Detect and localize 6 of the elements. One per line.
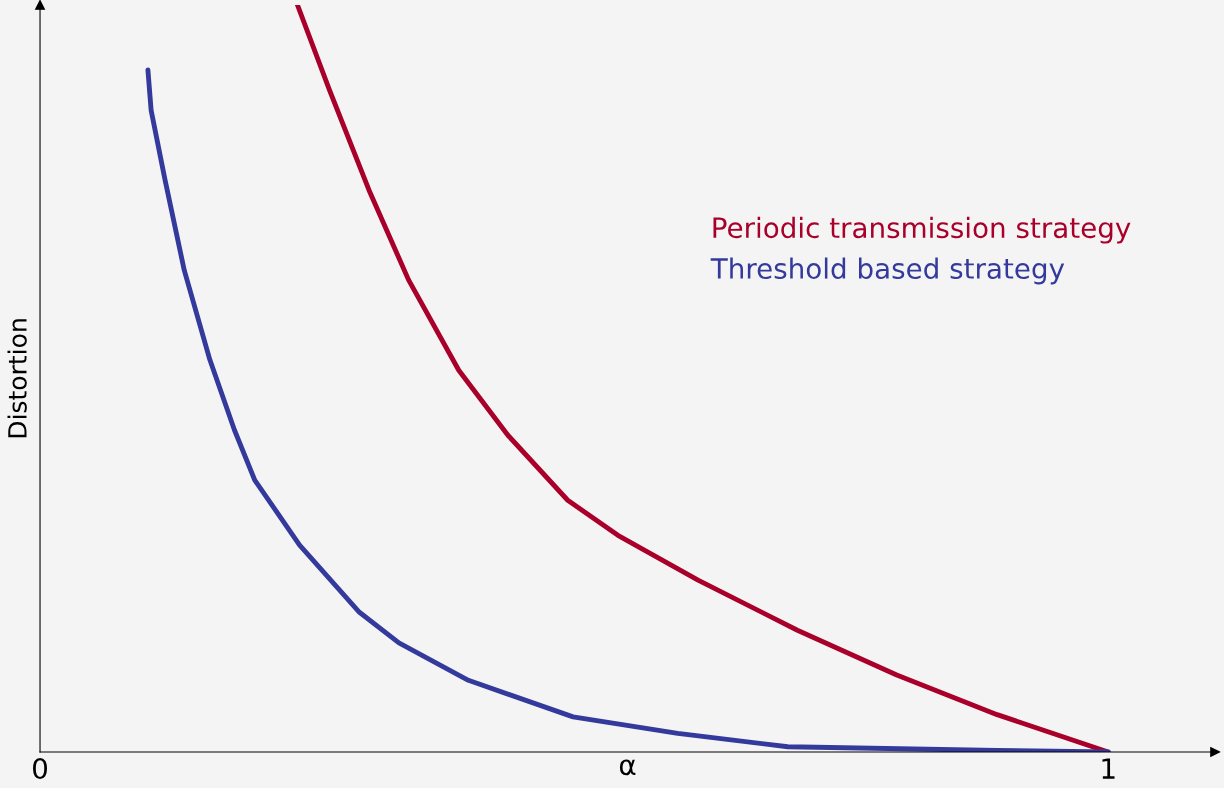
x-tick-label: 1 xyxy=(1102,758,1115,779)
x-tick-label: 0 xyxy=(33,758,48,780)
y-axis-title: Distortion xyxy=(7,319,27,438)
text: Periodic transmission strategy xyxy=(713,216,1131,244)
x-axis-title: α xyxy=(619,759,636,776)
text: Threshold based strategy xyxy=(710,257,1065,285)
